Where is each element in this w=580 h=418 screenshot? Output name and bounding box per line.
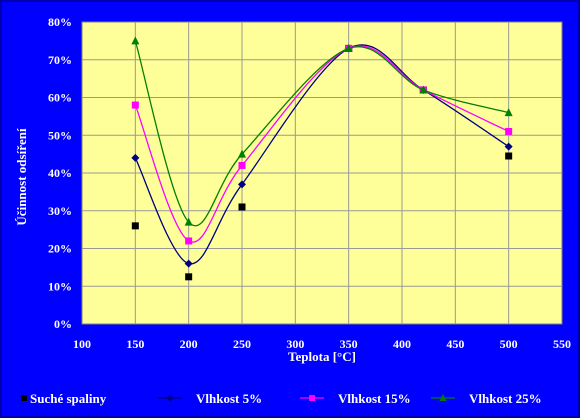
data-point [238, 161, 246, 169]
x-tick-label: 200 [180, 337, 198, 351]
y-tick-label: 10% [48, 279, 72, 293]
data-point [131, 101, 139, 109]
data-point [419, 85, 428, 94]
legend-label: Suché spaliny [30, 391, 107, 406]
y-axis-label: Účinnost odsíření [14, 128, 29, 226]
x-tick-label: 250 [233, 337, 251, 351]
y-tick-labels: 0% 10% 20% 30% 40% 50% 60% 70% 80% [48, 15, 72, 331]
y-tick-label: 70% [48, 53, 72, 67]
legend-item: Vlhkost 25% [431, 391, 542, 406]
legend: Suché spaliny Vlhkost 5% Vlhkost 15% Vlhkos… [21, 391, 542, 406]
y-tick-label: 30% [48, 204, 72, 218]
data-point [184, 217, 193, 226]
x-axis-label: Teplota [°C] [288, 349, 356, 364]
legend-marker [439, 394, 447, 401]
legend-item: Vlhkost 15% [300, 391, 411, 406]
data-point [505, 152, 513, 160]
x-tick-label: 350 [340, 337, 358, 351]
x-tick-label: 550 [553, 337, 571, 351]
legend-label: Vlhkost 5% [196, 391, 262, 406]
data-point [131, 36, 140, 45]
x-tick-label: 500 [500, 337, 518, 351]
data-point [505, 127, 513, 135]
legend-label: Vlhkost 15% [338, 391, 411, 406]
data-point [344, 43, 353, 52]
y-tick-label: 0% [54, 317, 72, 331]
data-point [238, 203, 246, 211]
x-tick-labels: 100 150 200 250 300 350 400 450 500 550 [73, 337, 571, 351]
x-tick-label: 450 [446, 337, 464, 351]
data-point [185, 237, 193, 245]
data-point [504, 108, 513, 117]
legend-marker [309, 395, 315, 401]
legend-marker [21, 395, 27, 401]
data-point [131, 153, 140, 162]
y-tick-label: 80% [48, 15, 72, 29]
x-tick-label: 150 [126, 337, 144, 351]
data-point [238, 149, 246, 158]
legend-label: Vlhkost 25% [469, 391, 542, 406]
series-3 [131, 36, 513, 227]
data-point [131, 222, 139, 230]
data-point [238, 180, 246, 189]
y-tick-label: 20% [48, 242, 72, 256]
legend-marker [166, 394, 174, 402]
y-tick-label: 50% [48, 128, 72, 142]
data-point [185, 273, 193, 281]
data-point [504, 142, 513, 151]
y-tick-label: 40% [48, 166, 72, 180]
grid [82, 22, 562, 324]
y-tick-label: 60% [48, 91, 72, 105]
legend-item: Vlhkost 5% [158, 391, 262, 406]
x-tick-label: 300 [286, 337, 304, 351]
data-point [184, 259, 193, 268]
legend-item: Suché spaliny [21, 391, 107, 406]
series-layer [131, 36, 513, 281]
x-tick-label: 100 [73, 337, 91, 351]
x-tick-label: 400 [393, 337, 411, 351]
